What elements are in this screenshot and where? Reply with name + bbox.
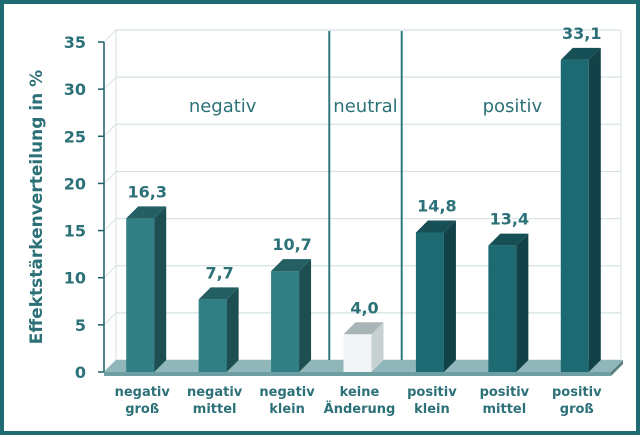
bar-front bbox=[343, 334, 372, 372]
bar-side bbox=[226, 287, 239, 372]
gridline-diagonal bbox=[103, 312, 117, 326]
bar-chart: 0 5 10 15 20 25 30 35 negativ neutral positiv 16,3 n… bbox=[27, 24, 623, 417]
x-category-label: positiv bbox=[552, 385, 602, 400]
y-tick-label: 0 bbox=[75, 363, 86, 382]
bar-top bbox=[415, 220, 456, 233]
bar-top bbox=[488, 233, 529, 246]
bar-top bbox=[198, 287, 239, 300]
x-category-label: negativ bbox=[115, 385, 171, 400]
x-category-label: negativ bbox=[259, 385, 315, 400]
bar-side bbox=[371, 322, 384, 372]
gridline-diagonal bbox=[103, 265, 117, 279]
bar-value-label: 16,3 bbox=[127, 182, 166, 201]
gridline-diagonal bbox=[103, 171, 117, 184]
bar-side bbox=[516, 233, 529, 372]
bar-top bbox=[271, 259, 312, 272]
y-axis-label: Effektstärkenverteilung in % bbox=[27, 70, 47, 344]
bar-top bbox=[126, 206, 167, 219]
bar-top bbox=[343, 322, 384, 335]
gridline-diagonal bbox=[103, 218, 117, 231]
x-category-label: klein bbox=[414, 402, 450, 417]
x-category-label: mittel bbox=[482, 402, 526, 417]
bar-value-label: 13,4 bbox=[490, 210, 529, 229]
group-label-neutral: neutral bbox=[333, 96, 397, 117]
x-category-label: klein bbox=[269, 402, 305, 417]
chart-floor-side bbox=[611, 360, 623, 376]
x-category-label: groß bbox=[560, 402, 594, 417]
group-label-positiv: positiv bbox=[483, 96, 543, 117]
y-tick-label: 5 bbox=[75, 316, 86, 335]
bar-front bbox=[560, 59, 589, 373]
x-category-label: Änderung bbox=[324, 401, 396, 417]
bar-top bbox=[560, 47, 601, 60]
bar-side bbox=[443, 220, 456, 372]
bar-front bbox=[271, 271, 300, 372]
y-tick-label: 15 bbox=[64, 222, 86, 241]
y-tick-label: 30 bbox=[64, 80, 86, 99]
bar-side bbox=[588, 47, 601, 373]
y-tick-label: 35 bbox=[64, 33, 86, 52]
bar-value-label: 7,7 bbox=[205, 263, 233, 282]
bar-front bbox=[198, 299, 227, 372]
bar-value-label: 10,7 bbox=[272, 235, 311, 254]
gridline-diagonal bbox=[103, 76, 117, 90]
x-category-label: mittel bbox=[193, 402, 237, 417]
x-category-label: positiv bbox=[480, 385, 530, 400]
x-category-label: keine bbox=[340, 385, 380, 400]
x-category-label: groß bbox=[125, 402, 159, 417]
bar-front bbox=[415, 232, 444, 372]
gridline-diagonal bbox=[103, 29, 117, 43]
group-label-negativ: negativ bbox=[189, 96, 257, 117]
gridline-diagonal bbox=[103, 123, 117, 137]
bar-value-label: 4,0 bbox=[350, 298, 378, 317]
bar-value-label: 14,8 bbox=[417, 196, 456, 215]
y-tick-label: 10 bbox=[64, 269, 86, 288]
bar-front bbox=[126, 218, 155, 372]
chart-floor-front bbox=[104, 372, 611, 376]
y-tick-label: 20 bbox=[64, 174, 86, 193]
bar-side bbox=[299, 259, 312, 372]
x-category-label: positiv bbox=[407, 385, 457, 400]
x-category-label: negativ bbox=[187, 385, 243, 400]
bar-value-label: 33,1 bbox=[562, 24, 601, 43]
bar-side bbox=[154, 206, 167, 372]
y-tick-label: 25 bbox=[64, 127, 86, 146]
bar-front bbox=[488, 245, 517, 372]
